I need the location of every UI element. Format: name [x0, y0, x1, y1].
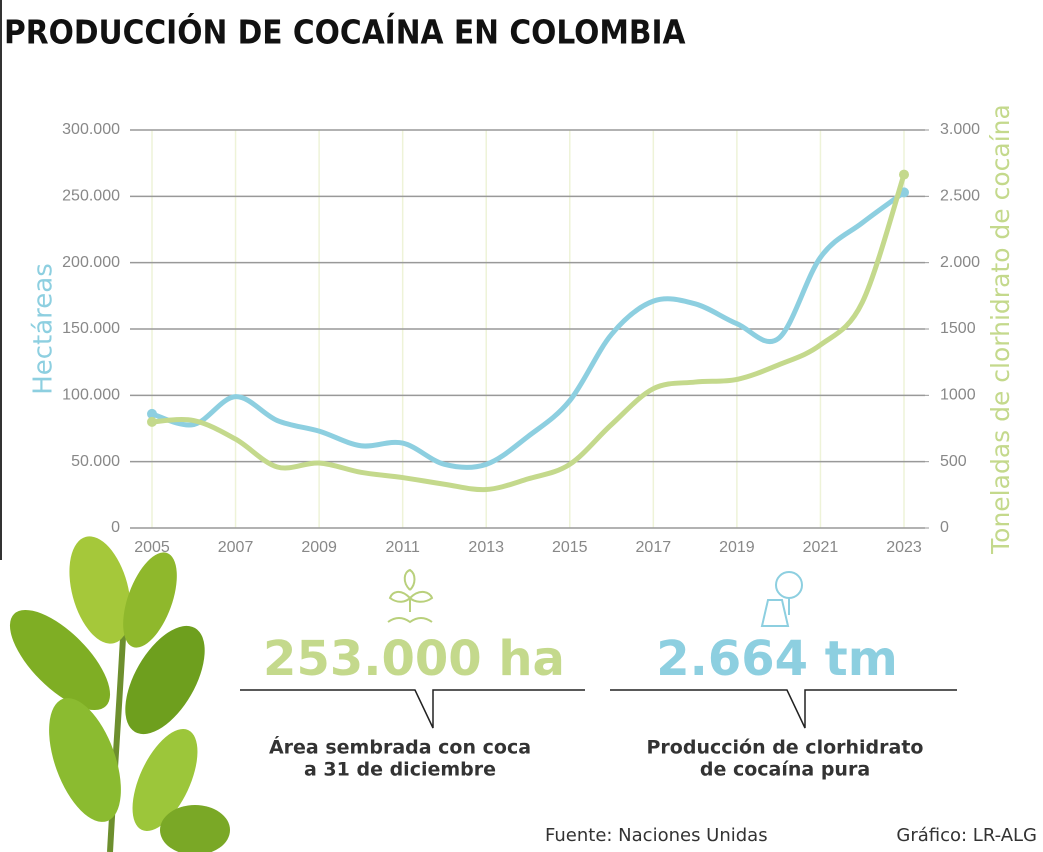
end-point	[147, 416, 157, 427]
y2-tick-label: 1500	[940, 320, 976, 337]
y-tick-label: 150.000	[62, 320, 120, 337]
x-tick-label: 2019	[719, 539, 755, 556]
plant-icon	[387, 568, 434, 624]
y2-axis-label: Toneladas de clorhidrato de cocaína	[986, 104, 1015, 555]
stat-caption: Área sembrada con coca	[269, 736, 531, 759]
chart-title: PRODUCCIÓN DE COCAÍNA EN COLOMBIA	[4, 12, 686, 52]
y2-tick-label: 0	[940, 519, 949, 536]
x-tick-label: 2013	[468, 539, 504, 556]
stat-caption: Producción de clorhidrato	[647, 737, 924, 759]
y2-tick-label: 2.000	[940, 254, 980, 271]
credit: Gráfico: LR-ALG	[896, 825, 1037, 846]
line	[149, 189, 907, 470]
y2-tick-label: 2.500	[940, 188, 980, 205]
stat-headline: 2.664 tm	[656, 631, 898, 687]
x-tick-label: 2005	[134, 539, 170, 556]
x-tick-label: 2007	[218, 539, 254, 556]
leaves	[9, 536, 230, 852]
stat-caption: de cocaína pura	[700, 759, 870, 781]
x-tick-label: 2023	[886, 539, 922, 556]
y-tick-label: 300.000	[62, 121, 120, 138]
y-axis-label: Hectáreas	[29, 263, 59, 395]
plot: 0 50.000 100.000 150.000 200.000 250.000 300.0…	[62, 121, 980, 556]
y-tick-label: 100.000	[62, 387, 120, 404]
y2-tick-label: 1000	[940, 387, 976, 404]
x-tick-label: 2021	[803, 539, 839, 556]
scale-icon	[760, 571, 803, 627]
y-tick-label: 0	[111, 519, 120, 536]
end-point	[147, 408, 157, 419]
callouts	[240, 689, 957, 729]
x-tick-label: 2017	[636, 539, 672, 556]
y2-tick-label: 3.000	[940, 121, 980, 138]
y-tick-label: 50.000	[71, 453, 120, 470]
line	[149, 172, 907, 493]
x-tick-label: 2011	[385, 539, 420, 556]
y2-tick-label: 500	[940, 453, 967, 470]
y-tick-label: 250.000	[62, 188, 120, 205]
stat-caption: a 31 de diciembre	[304, 759, 496, 781]
y-tick-label: 200.000	[62, 254, 120, 271]
stat-headline: 253.000 ha	[263, 631, 565, 687]
end-point	[899, 169, 909, 180]
x-tick-label: 2009	[301, 539, 337, 556]
source: Fuente: Naciones Unidas	[545, 825, 768, 846]
x-tick-label: 2015	[552, 539, 588, 556]
